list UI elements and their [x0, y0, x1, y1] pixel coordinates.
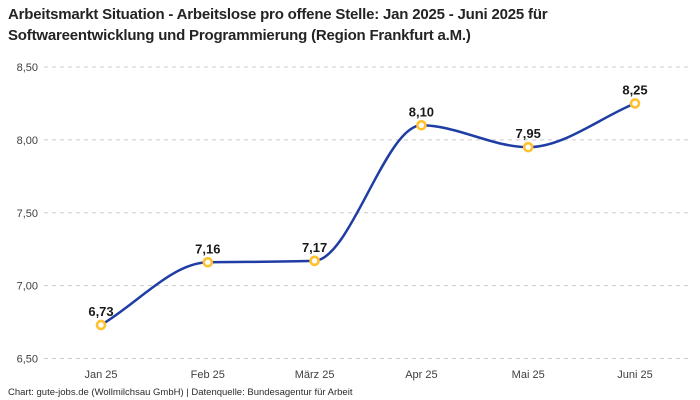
data-point-value-label: 7,17 — [302, 240, 327, 255]
data-point-marker — [416, 120, 427, 131]
x-axis-tick-label: Jan 25 — [84, 369, 117, 381]
chart-title: Arbeitsmarkt Situation - Arbeitslose pro… — [8, 6, 548, 44]
data-point-marker — [95, 319, 107, 331]
y-axis-tick-label: 8,00 — [17, 135, 38, 147]
data-point-value-label: 8,10 — [409, 104, 434, 119]
x-axis-tick-label: Juni 25 — [617, 369, 652, 381]
y-axis-tick-label: 6,50 — [17, 354, 38, 366]
data-point-marker — [522, 141, 534, 153]
chart-source-attribution: Chart: gute-jobs.de (Wollmilchsau GmbH) … — [8, 387, 353, 398]
data-point-value-label: 8,25 — [622, 82, 647, 97]
data-point-marker — [629, 98, 641, 109]
data-point-value-label: 6,73 — [88, 304, 113, 319]
data-point-marker — [202, 257, 214, 268]
x-axis-tick-label: Mai 25 — [512, 369, 545, 381]
data-point-marker — [309, 255, 320, 267]
y-axis-tick-label: 8,50 — [17, 62, 38, 74]
y-axis-tick-label: 7,50 — [17, 208, 38, 220]
x-axis-tick-label: März 25 — [295, 369, 335, 381]
y-axis-tick-label: 7,00 — [17, 281, 38, 293]
data-point-value-label: 7,95 — [516, 126, 541, 141]
x-axis-tick-label: Apr 25 — [405, 369, 437, 381]
x-axis-tick-label: Feb 25 — [191, 369, 225, 381]
data-point-value-label: 7,16 — [195, 241, 220, 256]
series-line — [99, 102, 637, 327]
